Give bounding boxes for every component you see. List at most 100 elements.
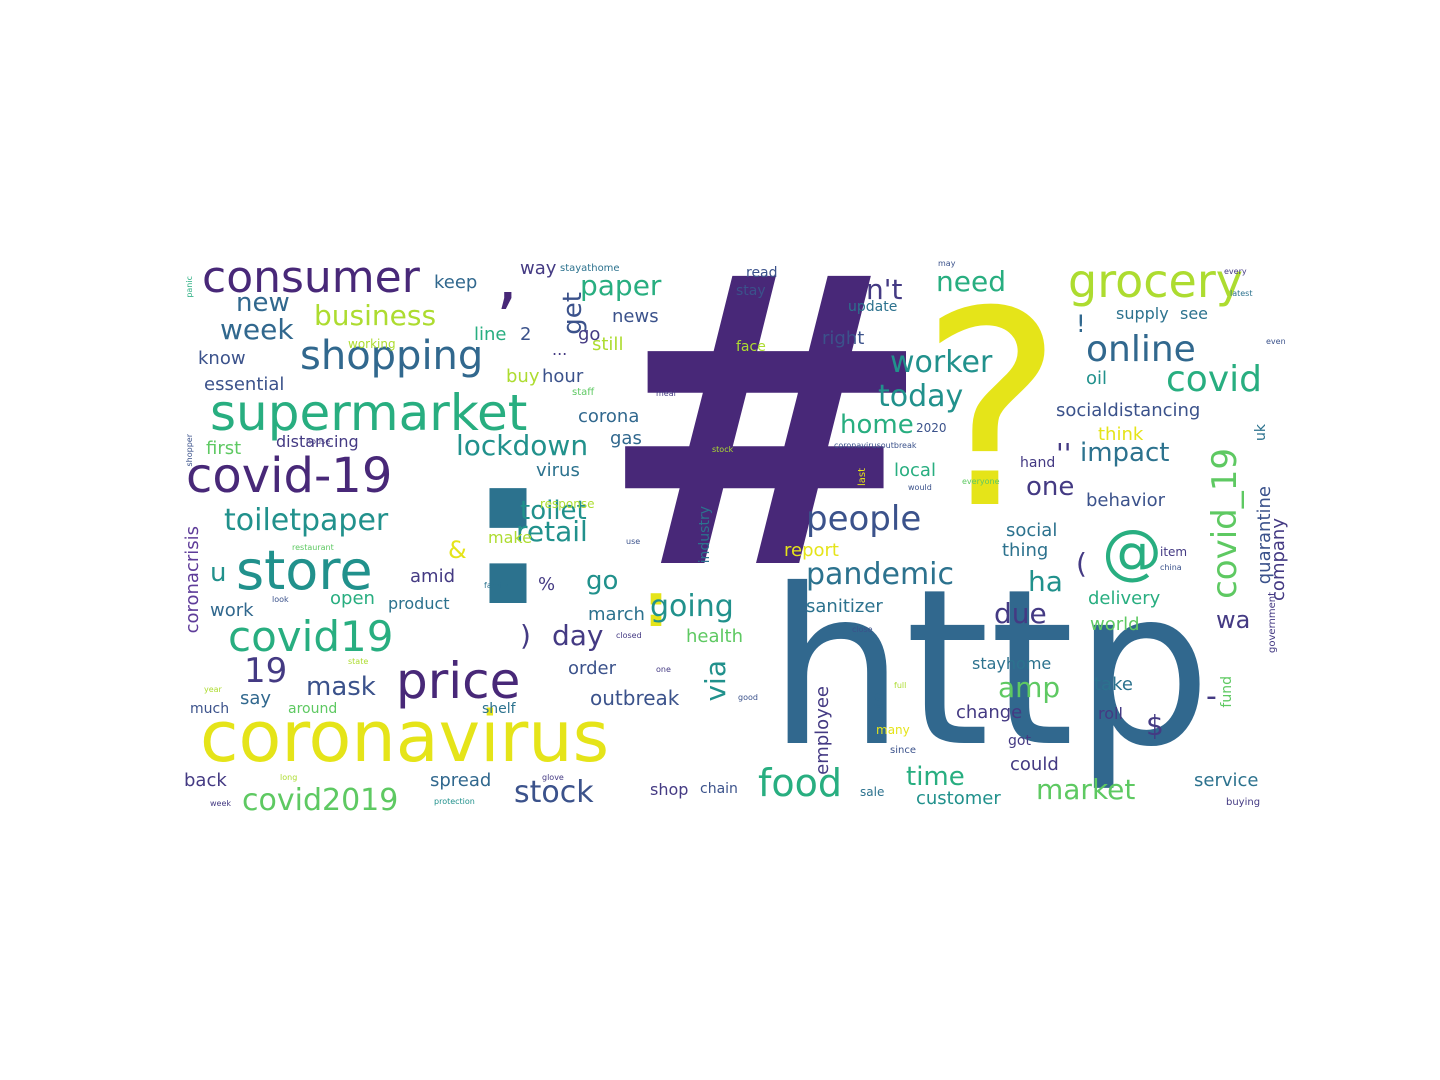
word-supply: supply (1116, 304, 1169, 323)
word-service: service (1194, 770, 1259, 791)
word-product: product (388, 594, 450, 613)
word-hash: # (598, 193, 934, 658)
word-line: line (474, 324, 507, 345)
word-quote: '' (1056, 437, 1072, 470)
word-grocery: grocery (1068, 254, 1243, 308)
word-covid-underscore-19: covid_19 (1205, 448, 1245, 599)
word-time: time (906, 762, 965, 792)
word-retail: retail (516, 515, 588, 548)
word-paper: paper (580, 269, 662, 302)
word-close-paren: ) (520, 619, 531, 652)
word-health: health (686, 626, 743, 647)
word-open-paren: ( (1076, 547, 1087, 580)
word-go: go (586, 566, 619, 596)
word-coronavirusoutbreak: coronavirusoutbreak (834, 441, 917, 450)
word-toilet: toilet (520, 496, 587, 526)
word-employee: employee (812, 686, 833, 775)
word-last: last (857, 468, 868, 487)
word-pandemic: pandemic (806, 557, 954, 592)
word-update: update (848, 299, 898, 315)
word-many: many (876, 723, 910, 737)
word-people: people (806, 499, 922, 539)
word-response: response (540, 497, 595, 511)
word-shopping: shopping (300, 333, 484, 379)
word-roll: roll (1098, 704, 1123, 723)
word-got: got (1008, 733, 1031, 749)
word-num19: 19 (244, 651, 288, 691)
word-family: family (484, 581, 509, 590)
word-week: week (220, 313, 294, 346)
word-covid: covid (1166, 359, 1262, 400)
word-new: new (236, 288, 290, 318)
word-news: news (612, 306, 659, 327)
word-chain: chain (700, 781, 738, 797)
word-comma: , (496, 236, 519, 318)
word-amp: amp (998, 671, 1061, 704)
word-corona: corona (578, 406, 640, 427)
word-percent: % (538, 574, 556, 595)
word-s-apos: 's (866, 684, 887, 714)
word-take: take (1094, 674, 1133, 695)
word-shopper: shopper (185, 434, 194, 467)
word-online: online (1086, 329, 1196, 370)
word-two: 2 (520, 324, 532, 345)
word-think: think (1098, 424, 1144, 445)
word-staff: staff (572, 387, 595, 398)
word-essential: essential (204, 374, 285, 395)
word-need: need (936, 265, 1006, 298)
word-dots: ... (552, 340, 568, 359)
word-one: one (1026, 472, 1075, 502)
word-social: social (1006, 520, 1058, 541)
word-at: @ (1102, 517, 1162, 587)
word-supermarket: supermarket (210, 384, 528, 442)
word-wa: wa (1216, 606, 1251, 634)
word-right: right (822, 328, 865, 349)
word-working: working (348, 337, 396, 351)
word-see: see (1180, 304, 1209, 323)
word-order: order (568, 658, 616, 679)
word-due: due (994, 597, 1047, 630)
word-worker: worker (890, 345, 993, 380)
word-week-small: week (210, 799, 232, 808)
word-coronacrisis: coronacrisis (182, 526, 203, 634)
word-today: today (878, 379, 964, 414)
word-nt: n't (866, 273, 903, 306)
word-year2020: 2020 (916, 421, 947, 435)
word-via: via (699, 660, 732, 702)
word-china: china (1160, 563, 1182, 572)
word-restaurant: restaurant (292, 543, 334, 552)
word-question: ? (920, 253, 1064, 568)
word-dash: - (1206, 679, 1217, 714)
word-distancing: distancing (276, 432, 359, 451)
word-day: day (552, 619, 604, 652)
word-uk: uk (1253, 424, 1269, 441)
word-colon-2: : (644, 571, 668, 641)
word-hand: hand (1020, 455, 1056, 471)
word-panic: panic (185, 276, 194, 298)
word-oil: oil (1086, 368, 1108, 389)
word-around: around (288, 701, 338, 717)
word-say: say (240, 688, 272, 709)
word-http: http (768, 543, 1212, 794)
word-sale: sale (860, 785, 885, 799)
word-market: market (1036, 773, 1136, 806)
word-make: make (488, 528, 532, 547)
word-customer: customer (916, 788, 1001, 809)
word-delivery: delivery (1088, 588, 1161, 609)
word-covid-hyphen-19: covid-19 (186, 448, 393, 504)
word-back: back (184, 770, 227, 791)
word-use: use (626, 537, 641, 546)
word-may: may (938, 259, 956, 268)
word-look: look (272, 595, 289, 604)
word-dollar: $ (1146, 709, 1164, 742)
word-stock: stock (514, 775, 594, 810)
word-going: going (650, 589, 734, 624)
word-stock-small: stock (712, 445, 734, 454)
word-close: close (852, 625, 873, 634)
word-everyone: everyone (962, 477, 1000, 486)
word-cloud: # http ? coronavirus : : supermarket cov… (180, 226, 1290, 816)
word-fund: fund (1219, 676, 1235, 708)
word-state: state (348, 657, 369, 666)
word-would: would (908, 483, 932, 492)
word-even: even (1266, 337, 1286, 346)
